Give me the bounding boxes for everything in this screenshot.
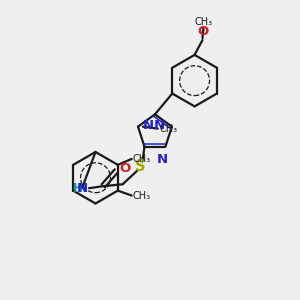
Text: CH₃: CH₃ [133, 154, 151, 164]
Text: O: O [120, 162, 131, 175]
Text: N: N [77, 182, 88, 195]
Text: H: H [73, 182, 83, 195]
Text: N: N [154, 119, 165, 132]
Text: O: O [198, 25, 209, 38]
Text: N: N [143, 119, 154, 132]
Text: N: N [157, 152, 168, 166]
Text: S: S [135, 159, 146, 174]
Text: CH₃: CH₃ [133, 190, 151, 201]
Text: CH₃: CH₃ [194, 17, 213, 27]
Text: CH₃: CH₃ [160, 124, 178, 134]
